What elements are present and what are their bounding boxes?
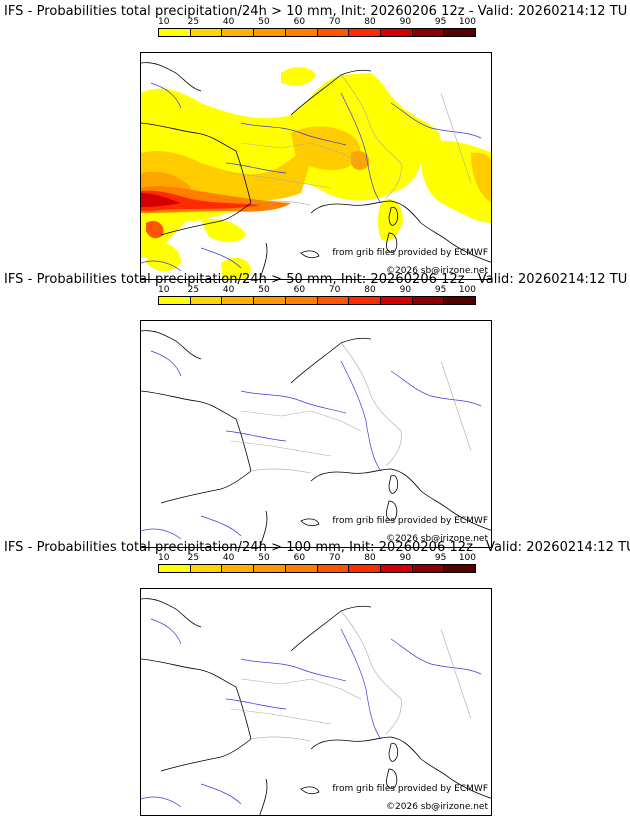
colorbar-swatch [380,565,413,572]
colorbar-swatch [444,297,476,304]
colorbar-tick-label: 25 [187,17,200,27]
colorbar-swatch [190,565,223,572]
rivers-layer [141,350,482,540]
colorbar-swatch [317,565,350,572]
precip-map [140,52,492,280]
colorbar-swatch [159,565,191,572]
data-source-credit: from grib files provided by ECMWF [332,248,488,258]
copyright-credit: ©2026 sb@irizone.net [386,802,488,812]
colorbar-swatch [412,565,445,572]
colorbar-swatch [159,29,191,36]
colorbar-swatch [412,297,445,304]
copyright-credit: ©2026 sb@irizone.net [386,266,488,276]
colorbar-swatch [254,565,286,572]
colorbar-swatch [317,297,350,304]
colorbar-swatch [349,29,381,36]
colorbar: 10 25 40 50 60 70 80 90 95 100 [158,17,476,44]
colorbar-tick-label: 40 [222,17,235,27]
borders-layer [230,74,472,206]
colorbar-swatch [285,565,318,572]
colorbar-swatch [444,565,476,572]
colorbar-swatch [222,297,255,304]
colorbar-tick-label: 95 [434,285,447,295]
map-panel-100mm: IFS - Probabilities total precipitation/… [0,540,630,824]
colorbar-swatch [254,29,286,36]
data-source-credit: from grib files provided by ECMWF [332,516,488,526]
colorbar-swatch [190,297,223,304]
colorbar-swatch [444,29,476,36]
colorbar-swatch [380,29,413,36]
colorbar-swatch [285,297,318,304]
colorbar-swatch [159,297,191,304]
borders-layer [230,610,472,742]
colorbar-swatch [222,565,255,572]
colorbar-swatch [190,29,223,36]
data-source-credit: from grib files provided by ECMWF [332,784,488,794]
colorbar-tick-label: 50 [258,285,270,295]
map-canvas [141,62,491,279]
colorbar-swatch [412,29,445,36]
rivers-layer [141,82,482,272]
precip-map [140,588,492,816]
colorbar-swatches [158,564,476,573]
colorbar-tick-label: 70 [328,285,341,295]
colorbar: 10 25 40 50 60 70 80 90 95 100 [158,553,476,580]
colorbar-tick-label: 95 [434,17,447,27]
colorbar-tick-label: 100 [458,285,476,295]
colorbar-swatch [222,29,255,36]
map-canvas [141,330,491,547]
colorbar-swatch [317,29,350,36]
colorbar-tick-label: 90 [399,553,412,563]
map-canvas [141,598,491,815]
colorbar-tick-label: 100 [458,553,476,563]
colorbar-tick-label: 70 [328,553,341,563]
colorbar-tick-label: 50 [258,553,270,563]
colorbar-tick-label: 25 [187,553,200,563]
colorbar-swatch [349,297,381,304]
colorbar-tick-label: 95 [434,553,447,563]
precip-map [140,320,492,548]
colorbar-labels: 10 25 40 50 60 70 80 90 95 100 [158,285,476,296]
map-panel-50mm: IFS - Probabilities total precipitation/… [0,272,630,548]
colorbar-tick-label: 60 [293,17,306,27]
panel-title: IFS - Probabilities total precipitation/… [4,272,628,287]
panel-title: IFS - Probabilities total precipitation/… [4,4,628,19]
colorbar-tick-label: 80 [364,553,376,563]
colorbar-swatch [254,297,286,304]
colorbar-tick-label: 90 [399,285,412,295]
coastlines-layer [141,62,491,279]
colorbar-tick-label: 10 [158,285,170,295]
colorbar-labels: 10 25 40 50 60 70 80 90 95 100 [158,17,476,28]
colorbar-tick-label: 10 [158,17,170,27]
copyright-credit: ©2026 sb@irizone.net [386,534,488,544]
colorbar-swatch [285,29,318,36]
colorbar-tick-label: 40 [222,553,235,563]
colorbar: 10 25 40 50 60 70 80 90 95 100 [158,285,476,312]
rivers-layer [141,618,482,808]
colorbar-swatch [380,297,413,304]
coastlines-layer [141,598,491,815]
colorbar-tick-label: 70 [328,17,341,27]
colorbar-swatches [158,296,476,305]
colorbar-swatch [349,565,381,572]
colorbar-labels: 10 25 40 50 60 70 80 90 95 100 [158,553,476,564]
colorbar-tick-label: 80 [364,285,376,295]
colorbar-tick-label: 60 [293,553,306,563]
coastlines-layer [141,330,491,547]
colorbar-tick-label: 80 [364,17,376,27]
colorbar-tick-label: 90 [399,17,412,27]
colorbar-swatches [158,28,476,37]
colorbar-tick-label: 100 [458,17,476,27]
colorbar-tick-label: 50 [258,17,270,27]
map-panel-10mm: IFS - Probabilities total precipitation/… [0,4,630,280]
colorbar-tick-label: 25 [187,285,200,295]
colorbar-tick-label: 10 [158,553,170,563]
colorbar-tick-label: 40 [222,285,235,295]
borders-layer [230,342,472,474]
panel-title: IFS - Probabilities total precipitation/… [4,540,630,555]
precipitation-probability-layer [141,67,491,279]
colorbar-tick-label: 60 [293,285,306,295]
